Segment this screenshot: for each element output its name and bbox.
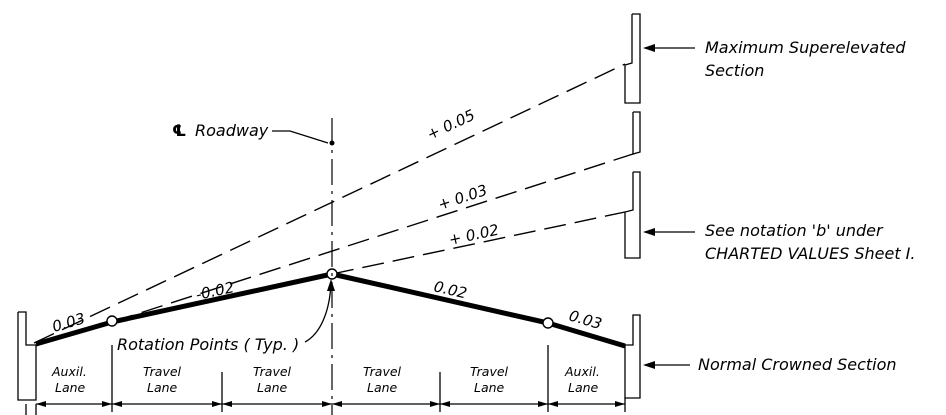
centerline-point bbox=[329, 140, 335, 146]
roadway-label: Roadway bbox=[195, 121, 269, 140]
lane-label-1-line1: Auxil. bbox=[51, 364, 87, 379]
slope-line-003 bbox=[111, 153, 634, 323]
lane-label-1-line2: Lane bbox=[55, 380, 86, 395]
slope-label-003: + 0.03 bbox=[436, 181, 490, 214]
lane-label-4-line2: Lane bbox=[367, 380, 398, 395]
rotation-point-left bbox=[106, 315, 118, 327]
lane-label-2-line2: Lane bbox=[147, 380, 178, 395]
lane-label-3-line2: Lane bbox=[257, 380, 288, 395]
max-section-label-2: Section bbox=[705, 61, 764, 80]
mid-section-curb-upper bbox=[632, 111, 641, 155]
slope-line-005 bbox=[33, 63, 626, 344]
rotation-points-label: Rotation Points ( Typ. ) bbox=[117, 335, 299, 354]
rotation-points-arrowhead bbox=[327, 279, 335, 291]
lane-label-5-line2: Lane bbox=[474, 380, 505, 395]
rotation-point-right bbox=[542, 317, 554, 329]
lane-label-2-line1: Travel bbox=[143, 364, 182, 379]
see-notation-arrowhead bbox=[643, 228, 655, 236]
slope-label-left-inner: -0.02 bbox=[194, 278, 236, 304]
see-notation-label-2: CHARTED VALUES Sheet I. bbox=[705, 244, 915, 263]
max-section-curb bbox=[624, 13, 641, 104]
normal-section-arrowhead bbox=[643, 361, 655, 369]
lane-label-6-line2: Lane bbox=[568, 380, 599, 395]
max-section-arrowhead bbox=[643, 44, 655, 52]
see-notation-label-1: See notation 'b' under bbox=[705, 221, 884, 240]
lane-dimension-ticks bbox=[111, 345, 626, 412]
lane-label-5-line1: Travel bbox=[470, 364, 509, 379]
lane-label-3-line1: Travel bbox=[253, 364, 292, 379]
max-section-label-1: Maximum Superelevated bbox=[705, 38, 906, 57]
mid-section-curb-lower bbox=[624, 171, 641, 259]
normal-section-label: Normal Crowned Section bbox=[698, 355, 897, 374]
normal-section-left-curb bbox=[17, 311, 37, 401]
lane-label-6-line1: Auxil. bbox=[564, 364, 600, 379]
centerline-symbol: ℄ bbox=[172, 121, 186, 140]
normal-section-right-curb bbox=[624, 314, 641, 399]
lane-label-4-line1: Travel bbox=[363, 364, 402, 379]
slope-line-002 bbox=[331, 211, 626, 275]
roadway-leader bbox=[272, 130, 329, 144]
lane-dimension-arrows bbox=[36, 401, 625, 407]
